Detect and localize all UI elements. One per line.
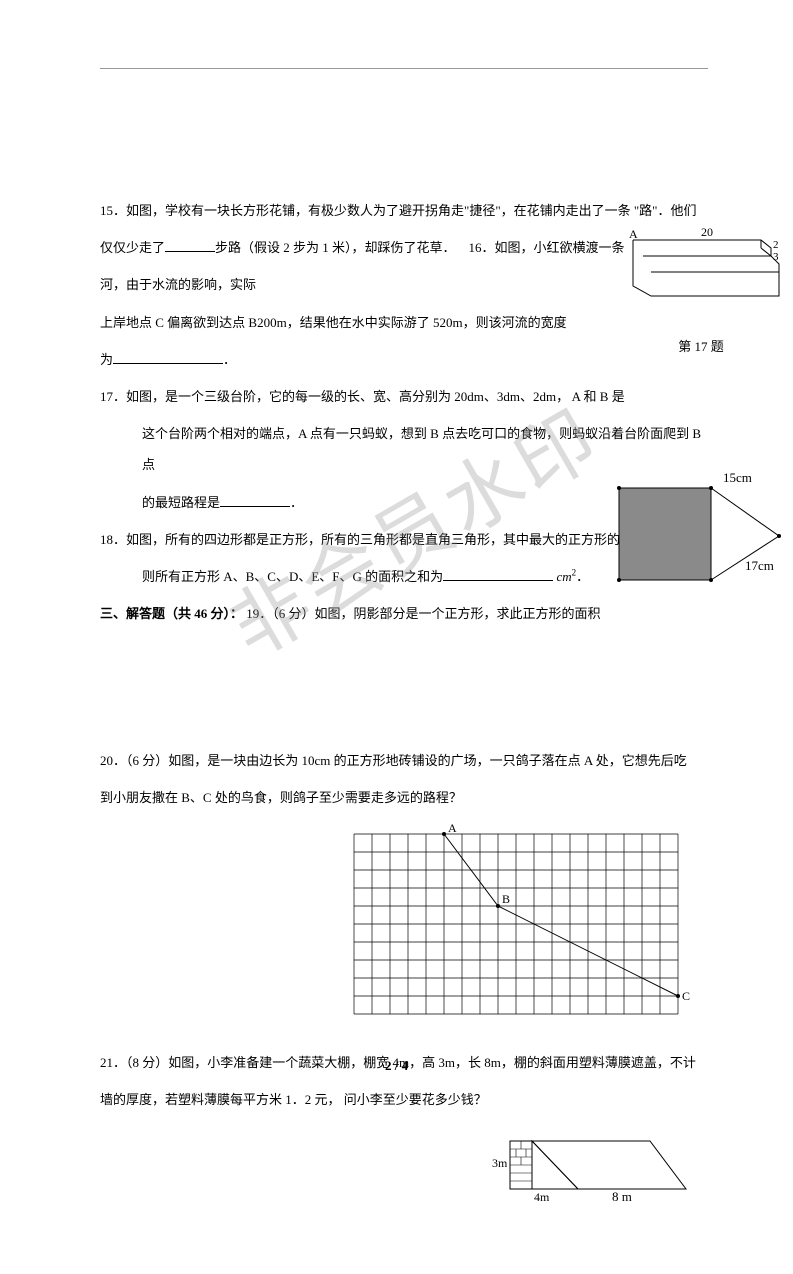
q17-l3a: 的最短路程是 (142, 495, 220, 510)
blank-q15 (165, 237, 215, 252)
q18-l2b: ． (576, 569, 589, 584)
footer-sep: / (391, 1058, 401, 1073)
question-16-line5: 为． (100, 344, 708, 375)
q18-l2a: 则所有正方形 A、B、C、D、E、F、G 的面积之和为 (142, 569, 443, 584)
footer-total: 4 (402, 1058, 409, 1073)
question-20-line2: 到小朋友撒在 B、C 处的鸟食，则鸽子至少需要走多远的路程？ (100, 782, 708, 813)
q15-number: 15． (100, 203, 126, 218)
q18-l1a: 如图，所有的四边形都是正方形，所有的三角形都是直角三角形，其中最大的正方形的边长… (126, 532, 669, 547)
figure-19: 15cm 17cm (615, 468, 785, 609)
question-16-line3: 河，由于水流的影响，实际 (100, 269, 708, 300)
question-15-line2: 仅仅少走了 步路（假设 2 步为 1 米），却踩伤了花草． 16．如图，小红欲横渡… (100, 232, 708, 263)
figure-17: A 20 2 3 第 17 题 (621, 224, 781, 362)
q15-line1: 如图，学校有一块长方形花铺，有极少数人为了避开拐角走"捷径"，在花铺内走出了一条… (126, 203, 696, 218)
top-rule (100, 68, 708, 69)
svg-text:B: B (502, 892, 510, 906)
svg-text:C: C (682, 989, 690, 1003)
blank-q16 (113, 349, 223, 364)
figure-20: A B C (350, 820, 708, 1031)
q16-inline: 16．如图，小红欲横渡一条 (469, 240, 625, 255)
question-16-line4: 上岸地点 C 偏离欲到达点 B200m，结果他在水中实际游了 520m，则该河流… (100, 307, 708, 338)
figure-21: 3m 4m 8 m (490, 1123, 708, 1214)
question-15: 15．如图，学校有一块长方形花铺，有极少数人为了避开拐角走"捷径"，在花铺内走出… (100, 195, 708, 226)
fig19-17: 17cm (745, 558, 774, 573)
blank-q18 (443, 566, 553, 581)
question-17: 17．如图，是一个三级台阶，它的每一级的长、宽、高分别为 20dm、3dm、2d… (100, 381, 708, 412)
question-21-line2: 墙的厚度，若塑料薄膜每平方米 1．2 元， 问小李至少要花多少钱？ (100, 1084, 708, 1115)
question-20-line1: 20．（6 分）如图，是一块由边长为 10cm 的正方形地砖铺设的广场，一只鸽子… (100, 745, 708, 776)
fig19-15: 15cm (723, 470, 752, 485)
q16-l5b: ． (223, 352, 236, 367)
q17-line1: 如图，是一个三级台阶，它的每一级的长、宽、高分别为 20dm、3dm、2dm， … (126, 389, 625, 404)
fig21-4m: 4m (534, 1190, 550, 1203)
blank-q17 (220, 492, 290, 507)
q15-l2a: 仅仅少走了 (100, 240, 165, 255)
fig21-3m: 3m (492, 1156, 508, 1170)
fig17-label-2: 2 (773, 239, 779, 251)
svg-text:A: A (448, 821, 457, 835)
q15-l2b: 步路（假设 2 步为 1 米），却踩伤了花草． (215, 240, 456, 255)
fig17-label-20: 20 (701, 225, 713, 239)
q17-l3b: ． (290, 495, 303, 510)
spacer-19 (100, 635, 708, 745)
q17-number: 17． (100, 389, 126, 404)
figure-17-caption: 第 17 题 (621, 331, 781, 362)
section3-title: 三、解答题（共 46 分）： (100, 606, 243, 621)
page: 非会员水印 A 20 2 3 第 17 题 15．如图，学校有一块长方形花铺，有… (0, 0, 793, 1274)
q18-number: 18． (100, 532, 126, 547)
fig17-label-a: A (629, 227, 638, 241)
q19-text: 19．（6 分）如图，阴影部分是一个正方形，求此正方形的面积 (246, 606, 600, 621)
fig21-8m: 8 m (612, 1189, 632, 1203)
page-footer: 2 / 4 (0, 1058, 793, 1074)
fig17-label-3: 3 (773, 251, 779, 263)
q16-l5a: 为 (100, 352, 113, 367)
q18-unit2: cm (556, 569, 571, 584)
